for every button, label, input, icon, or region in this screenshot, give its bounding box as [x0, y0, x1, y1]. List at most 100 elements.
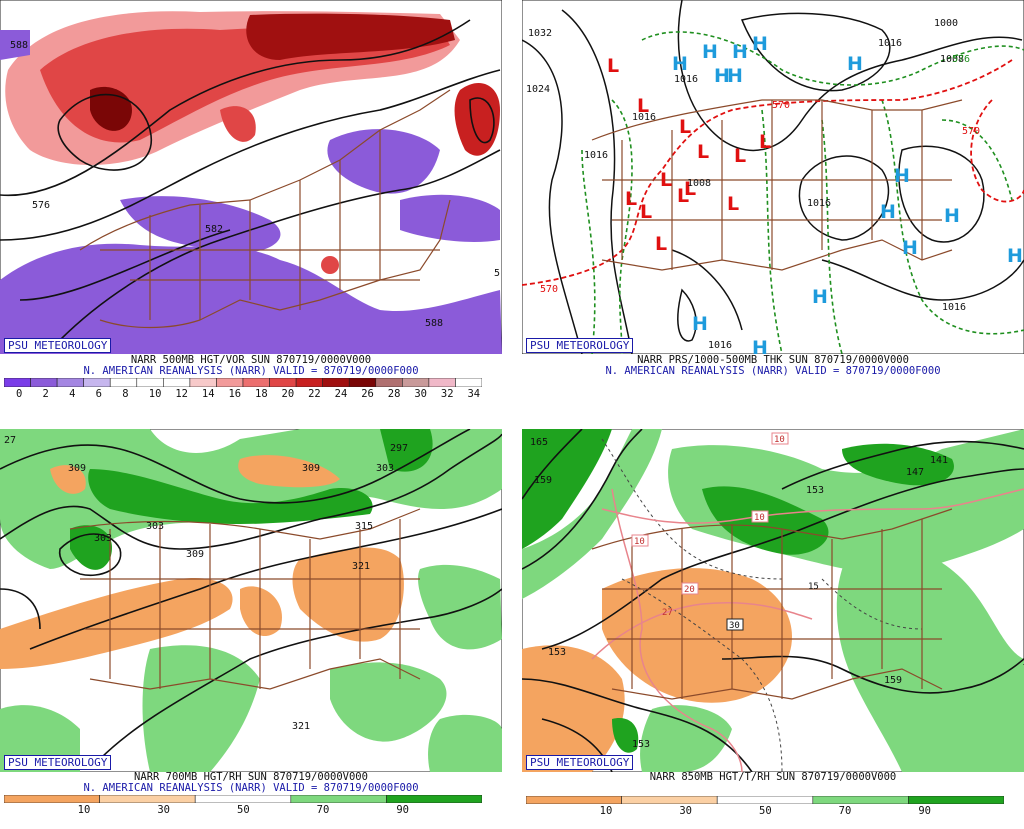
state-borders — [591, 99, 963, 271]
rh-shading — [0, 429, 502, 772]
colorbar-swatch — [216, 378, 244, 387]
colorbar-tick-label: 28 — [387, 388, 401, 400]
contour-label: 588 — [425, 318, 443, 329]
colorbar-tick-label: 30 — [157, 804, 170, 816]
contour-label: 1016 — [942, 302, 966, 313]
contour-label: 1016 — [878, 38, 902, 49]
caption-line2: N. AMERICAN REANALYSIS (NARR) VALID = 87… — [605, 365, 941, 377]
psu-meteorology-badge: PSU METEOROLOGY — [4, 338, 112, 353]
colorbar-swatch — [455, 378, 482, 387]
low-icon: L — [655, 233, 667, 255]
contour-label: 1008 — [940, 54, 964, 65]
high-icon: H — [812, 286, 828, 308]
contour-label: 588 — [10, 40, 28, 51]
contour-label: 321 — [292, 721, 310, 732]
high-icon: H — [847, 53, 863, 75]
caption-line2: N. AMERICAN REANALYSIS (NARR) VALID = 87… — [83, 782, 419, 794]
colorbar-rh — [526, 796, 1004, 804]
colorbar-tick-label: 4 — [69, 388, 76, 400]
map-500mb: 588 576 582 588 5 — [0, 0, 502, 354]
colorbar-swatch — [348, 378, 377, 387]
map-700mb: 27 309 309 297 303 303 303 309 315 321 3… — [0, 429, 502, 772]
temperature-label: 27 — [662, 608, 673, 618]
contour-label: 165 — [530, 437, 548, 448]
colorbar-tick-label: 90 — [396, 804, 409, 816]
vorticity-shading — [246, 13, 455, 61]
colorbar-tick-label: 70 — [316, 804, 330, 816]
colorbar-tick-label: 8 — [122, 388, 129, 400]
low-icon: L — [607, 55, 619, 77]
vorticity-shading — [321, 256, 339, 274]
panel-700mb: 27 309 309 297 303 303 303 309 315 321 3… — [0, 429, 502, 829]
colorbar-swatch — [290, 795, 387, 803]
temperature-lines — [591, 488, 1024, 772]
contour-labels: 165 159 153 147 141 153 153 159 153 — [530, 437, 1024, 750]
low-icon: L — [625, 188, 637, 210]
colorbar-swatch — [136, 378, 164, 387]
colorbar-swatch — [56, 378, 84, 387]
colorbar-rh — [4, 795, 482, 803]
colorbar-swatch — [295, 378, 323, 387]
vorticity-shading — [454, 82, 500, 156]
map-surface: H H H H H H H H H H H H H H H L L L L L … — [522, 0, 1024, 354]
colorbar-labels: 0 2 4 6 8 10 12 14 16 18 20 22 24 26 28 30 32 34 — [4, 388, 482, 400]
contour-label: 309 — [302, 463, 320, 474]
colorbar-tick-label: 50 — [759, 805, 772, 817]
colorbar-swatch — [908, 796, 1004, 804]
colorbar-tick-label: 10 — [77, 804, 91, 816]
contour-label: 309 — [186, 549, 204, 560]
caption-line2: N. AMERICAN REANALYSIS (NARR) VALID = 87… — [83, 365, 419, 377]
high-icon: H — [894, 165, 910, 187]
contour-label: 321 — [352, 561, 370, 572]
vorticity-shading — [400, 194, 500, 242]
colorbar-tick-label: 50 — [237, 804, 250, 816]
contour-label: 576 — [952, 54, 970, 65]
contour-label: 582 — [205, 224, 223, 235]
height-contours — [0, 429, 502, 760]
colorbar-tick-label: 10 — [148, 388, 162, 400]
thickness-570-line — [522, 59, 1024, 286]
state-borders — [79, 89, 451, 329]
colorbar-tick-label: 34 — [467, 388, 481, 400]
colorbar-tick-label: 70 — [838, 805, 852, 817]
colorbar-swatch — [194, 795, 292, 803]
temperature-label: 20 — [684, 585, 695, 595]
colorbar-tick-label: 0 — [16, 388, 23, 400]
colorbar-swatch — [322, 378, 350, 387]
colorbar-tick-label: 26 — [361, 388, 374, 400]
low-icon: L — [677, 185, 689, 207]
colorbar-vorticity — [4, 378, 482, 387]
contour-label: 1016 — [632, 112, 656, 123]
contour-label: 5 — [494, 268, 500, 279]
caption-line1: NARR PRS/1000-500MB THK SUN 870719/0000V… — [637, 354, 909, 366]
caption-line1: NARR 850MB HGT/T/RH SUN 870719/0000V000 — [649, 771, 897, 783]
contour-label: 159 — [534, 475, 552, 486]
contour-labels: 27 309 309 297 303 303 303 309 315 321 3… — [4, 435, 408, 732]
contour-label: 297 — [390, 443, 408, 454]
high-icon: H — [752, 33, 768, 55]
low-icon: L — [684, 178, 696, 200]
contour-label: 1016 — [674, 74, 698, 85]
low-icon: L — [759, 131, 771, 153]
panel-850mb: 165 159 153 147 141 153 153 159 153 10 1… — [522, 429, 1024, 829]
isobars — [522, 0, 1024, 354]
contour-label: 570 — [962, 126, 980, 137]
colorbar-swatch — [621, 796, 718, 804]
contour-label: 153 — [1022, 657, 1024, 668]
state-borders — [591, 508, 953, 700]
high-icon: H — [1007, 245, 1023, 267]
high-icon: H — [714, 65, 730, 87]
colorbar-swatch — [4, 378, 31, 387]
high-icon: H — [902, 237, 918, 259]
state-borders — [69, 508, 421, 690]
caption-line1: NARR 500MB HGT/VOR SUN 870719/0000V000 — [130, 354, 372, 366]
high-pressure-centers: H H H H H H H H H H H H H H H — [672, 33, 1023, 354]
colorbar-swatch — [375, 378, 403, 387]
psu-meteorology-badge: PSU METEOROLOGY — [526, 755, 634, 770]
low-pressure-centers: L L L L L L L L L L L L L — [607, 55, 771, 255]
temperature-label: 30 — [729, 621, 740, 631]
contour-label: 1016 — [708, 340, 732, 351]
colorbar-tick-label: 24 — [334, 388, 348, 400]
contour-label: 303 — [376, 463, 394, 474]
vorticity-shading — [220, 106, 256, 142]
